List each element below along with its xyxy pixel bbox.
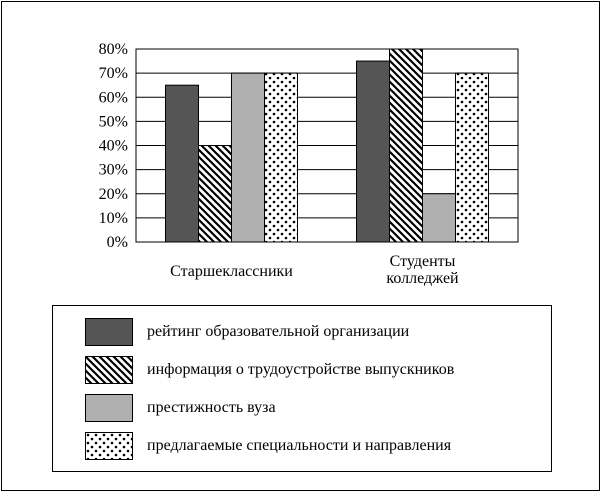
bar-0-2 bbox=[231, 72, 265, 243]
legend-swatch-prestige bbox=[85, 394, 133, 422]
plot-area-border bbox=[135, 48, 519, 243]
legend-label-prestige: престижность вуза bbox=[147, 399, 276, 416]
bar-0-1 bbox=[198, 145, 232, 243]
legend-swatch-rating bbox=[85, 318, 133, 346]
y-tick-label: 0% bbox=[107, 234, 128, 251]
bar-1-1 bbox=[389, 48, 423, 243]
y-tick-label: 80% bbox=[99, 41, 128, 58]
y-tick-label: 10% bbox=[99, 210, 128, 227]
bar-1-2 bbox=[422, 193, 456, 243]
y-tick-label: 40% bbox=[99, 138, 128, 155]
x-category-label: Студенты колледжей bbox=[386, 253, 459, 287]
legend-swatch-employment-info bbox=[85, 356, 133, 384]
bar-0-3 bbox=[264, 72, 298, 243]
bar-1-0 bbox=[356, 60, 390, 243]
bar-0-0 bbox=[165, 84, 199, 243]
legend-label-employment-info: информация о трудоустройстве выпускников bbox=[147, 361, 455, 378]
legend-label-specialties: предлагаемые специальности и направления bbox=[147, 437, 452, 454]
x-category-label: Старшеклассники bbox=[170, 263, 293, 280]
chart-legend: рейтинг образовательной организации инфо… bbox=[52, 305, 552, 472]
legend-label-rating: рейтинг образовательной организации bbox=[147, 323, 410, 340]
bar-chart: 0% 10% 20% 30% 40% 50% 60% 70% 80% Старшеклассник… bbox=[99, 41, 519, 287]
legend-swatch-specialties bbox=[85, 432, 133, 460]
y-tick-label: 20% bbox=[99, 186, 128, 203]
y-tick-label: 60% bbox=[99, 89, 128, 106]
bar-1-3 bbox=[455, 72, 489, 243]
y-tick-label: 30% bbox=[99, 162, 128, 179]
y-tick-label: 50% bbox=[99, 113, 128, 130]
y-tick-label: 70% bbox=[99, 65, 128, 82]
